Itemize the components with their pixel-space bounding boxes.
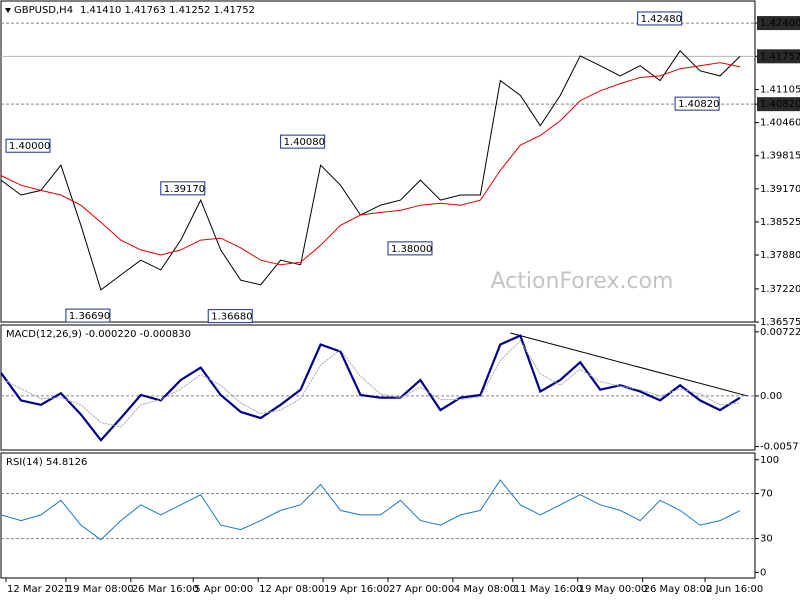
price-label: 1.38000 xyxy=(391,244,432,255)
y-tick-box xyxy=(757,16,800,31)
price-label-box xyxy=(5,138,51,153)
price-label: 1.36690 xyxy=(69,311,110,322)
y-tick-label: 1.40820 xyxy=(760,99,800,110)
price-label: 1.40820 xyxy=(678,99,719,110)
price-label-box xyxy=(387,241,433,256)
x-tick-label: 19 Mar 08:00 xyxy=(67,584,134,595)
y-tick-label: 70 xyxy=(760,489,773,500)
x-tick-label: 26 Mar 16:00 xyxy=(132,584,199,595)
y-tick-label: 1.36575 xyxy=(760,317,800,328)
x-tick-label: 11 May 16:00 xyxy=(514,584,583,595)
quote: 1.41410 1.41763 1.41252 1.41752 xyxy=(80,5,255,16)
y-tick-box xyxy=(757,97,800,112)
price-label-box xyxy=(280,134,326,149)
x-tick-label: 27 Apr 00:00 xyxy=(389,584,454,595)
series-line xyxy=(0,334,741,442)
series-line xyxy=(0,340,741,428)
y-tick-label: 30 xyxy=(760,534,773,545)
x-tick-label: 4 May 08:00 xyxy=(454,584,516,595)
price-label-box xyxy=(674,96,720,111)
y-tick-label: 1.37220 xyxy=(760,284,800,295)
y-tick-label: 1.40460 xyxy=(760,118,800,129)
rsi-title: RSI(14) 54.8126 xyxy=(6,457,87,468)
series-line xyxy=(0,50,741,291)
y-tick-label: 1.39170 xyxy=(760,184,800,195)
symbol-arrow xyxy=(5,8,11,13)
y-tick-label: 1.41105 xyxy=(760,85,800,96)
y-tick-box xyxy=(757,49,800,64)
y-tick-label: 1.38525 xyxy=(760,217,800,228)
x-tick-label: 19 May 00:00 xyxy=(579,584,648,595)
price-label: 1.40080 xyxy=(284,137,325,148)
price-label-box xyxy=(637,11,683,26)
y-tick-label: 1.39815 xyxy=(760,151,800,162)
series-line xyxy=(0,62,741,266)
price-label: 1.39170 xyxy=(164,184,205,195)
y-tick-label: -0.005714 xyxy=(760,442,800,453)
y-tick-label: 1.42400 xyxy=(760,18,800,29)
macd-title: MACD(12,26,9) -0.000220 -0.000830 xyxy=(6,329,191,340)
price-label-box xyxy=(65,308,111,323)
panel-frame xyxy=(0,0,756,323)
price-label: 1.40000 xyxy=(9,141,50,152)
trend-line xyxy=(510,332,748,397)
x-tick-label: 19 Apr 16:00 xyxy=(324,584,389,595)
y-tick-label: 0.007227 xyxy=(760,327,800,338)
y-tick-label: 100 xyxy=(760,455,779,466)
x-tick-label: 26 May 08:00 xyxy=(644,584,713,595)
watermark: ActionForex.com xyxy=(491,269,674,294)
y-tick-label: 0 xyxy=(760,567,766,578)
y-tick-label: 1.41752 xyxy=(760,51,800,62)
price-label-box xyxy=(207,309,253,324)
price-label-box xyxy=(160,181,206,196)
y-tick-label: 0.00 xyxy=(760,391,782,402)
x-tick-label: 12 Apr 08:00 xyxy=(259,584,324,595)
panel-frame xyxy=(0,452,756,579)
price-label: 1.36680 xyxy=(211,312,252,323)
y-tick-label: 1.37880 xyxy=(760,250,800,261)
panel-frame xyxy=(0,324,756,451)
series-line xyxy=(0,479,741,541)
price-label: 1.42480 xyxy=(641,14,682,25)
x-tick-label: 12 Mar 2021 xyxy=(7,584,70,595)
x-tick-label: 5 Apr 00:00 xyxy=(194,584,253,595)
chart-title: GBPUSD,H4 xyxy=(14,5,73,16)
x-tick-label: 2 Jun 16:00 xyxy=(706,584,763,595)
